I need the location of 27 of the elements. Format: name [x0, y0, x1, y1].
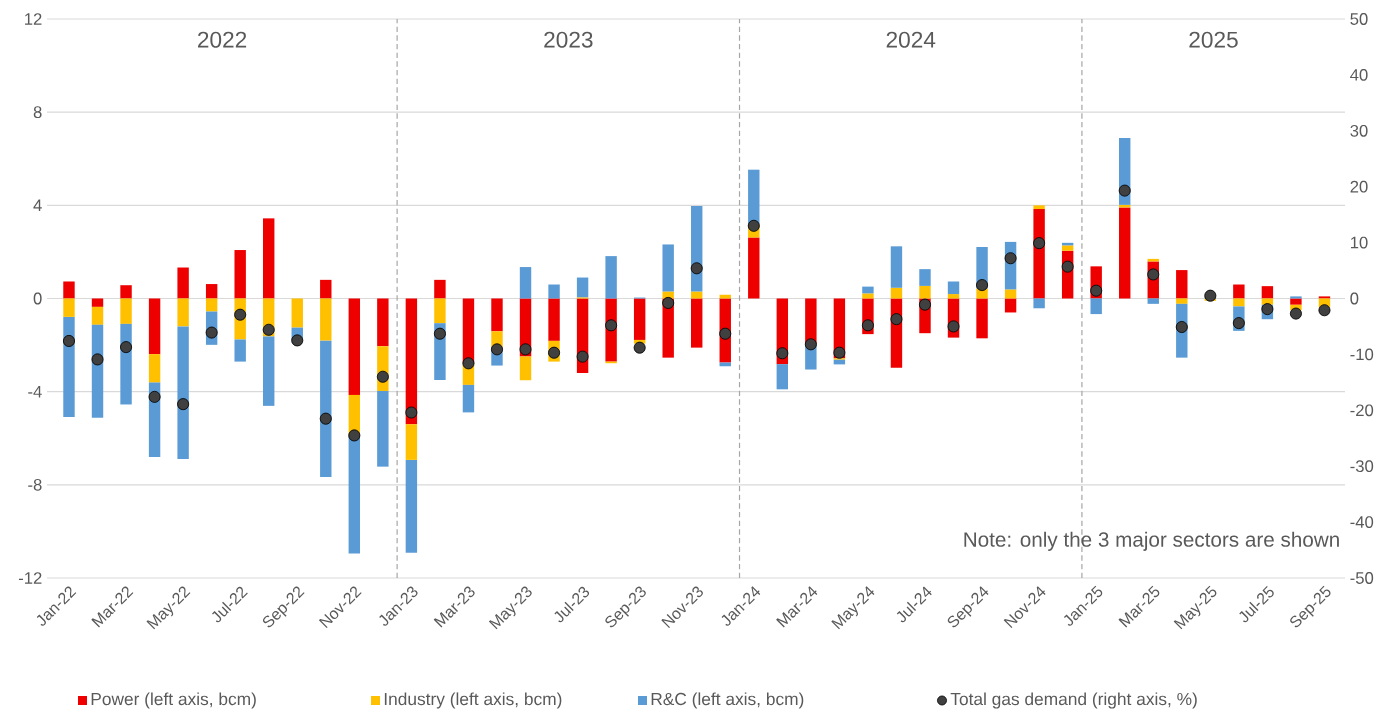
y-tick-label: 4: [33, 199, 42, 212]
y2-tick-label: -10: [1350, 348, 1374, 361]
y2-tick-label: 30: [1350, 124, 1368, 137]
y2-tick-label: 20: [1350, 180, 1368, 193]
y-tick-label: -12: [18, 572, 42, 584]
y2-tick-label: 0: [1350, 292, 1359, 305]
annotation: 2025: [1189, 31, 1238, 48]
y2-tick-label: -50: [1350, 572, 1374, 584]
y-tick-label: 8: [33, 106, 42, 119]
legend-label: Power (left axis, bcm): [91, 692, 256, 709]
annotation: Note: only the 3 major sectors are shown: [964, 531, 1339, 551]
y2-tick-label: -30: [1350, 460, 1374, 473]
y2-tick-label: 40: [1350, 69, 1368, 81]
y2-tick-label: -40: [1350, 516, 1374, 528]
y-tick-label: -4: [28, 385, 42, 398]
y-tick-label: 12: [25, 13, 42, 25]
y2-tick-label: 50: [1350, 13, 1368, 25]
legend-label: Total gas demand (right axis, %): [950, 692, 1197, 709]
legend-label: Industry (left axis, bcm): [384, 692, 562, 709]
legend-label: R&C (left axis, bcm): [651, 692, 804, 709]
annotation: 2023: [544, 31, 593, 48]
annotation: 2022: [198, 31, 247, 48]
y-tick-label: 0: [33, 292, 42, 305]
annotation: 2024: [886, 31, 936, 48]
y2-tick-label: 10: [1350, 236, 1368, 249]
y-tick-label: -8: [28, 478, 42, 491]
y2-tick-label: -20: [1350, 404, 1374, 417]
